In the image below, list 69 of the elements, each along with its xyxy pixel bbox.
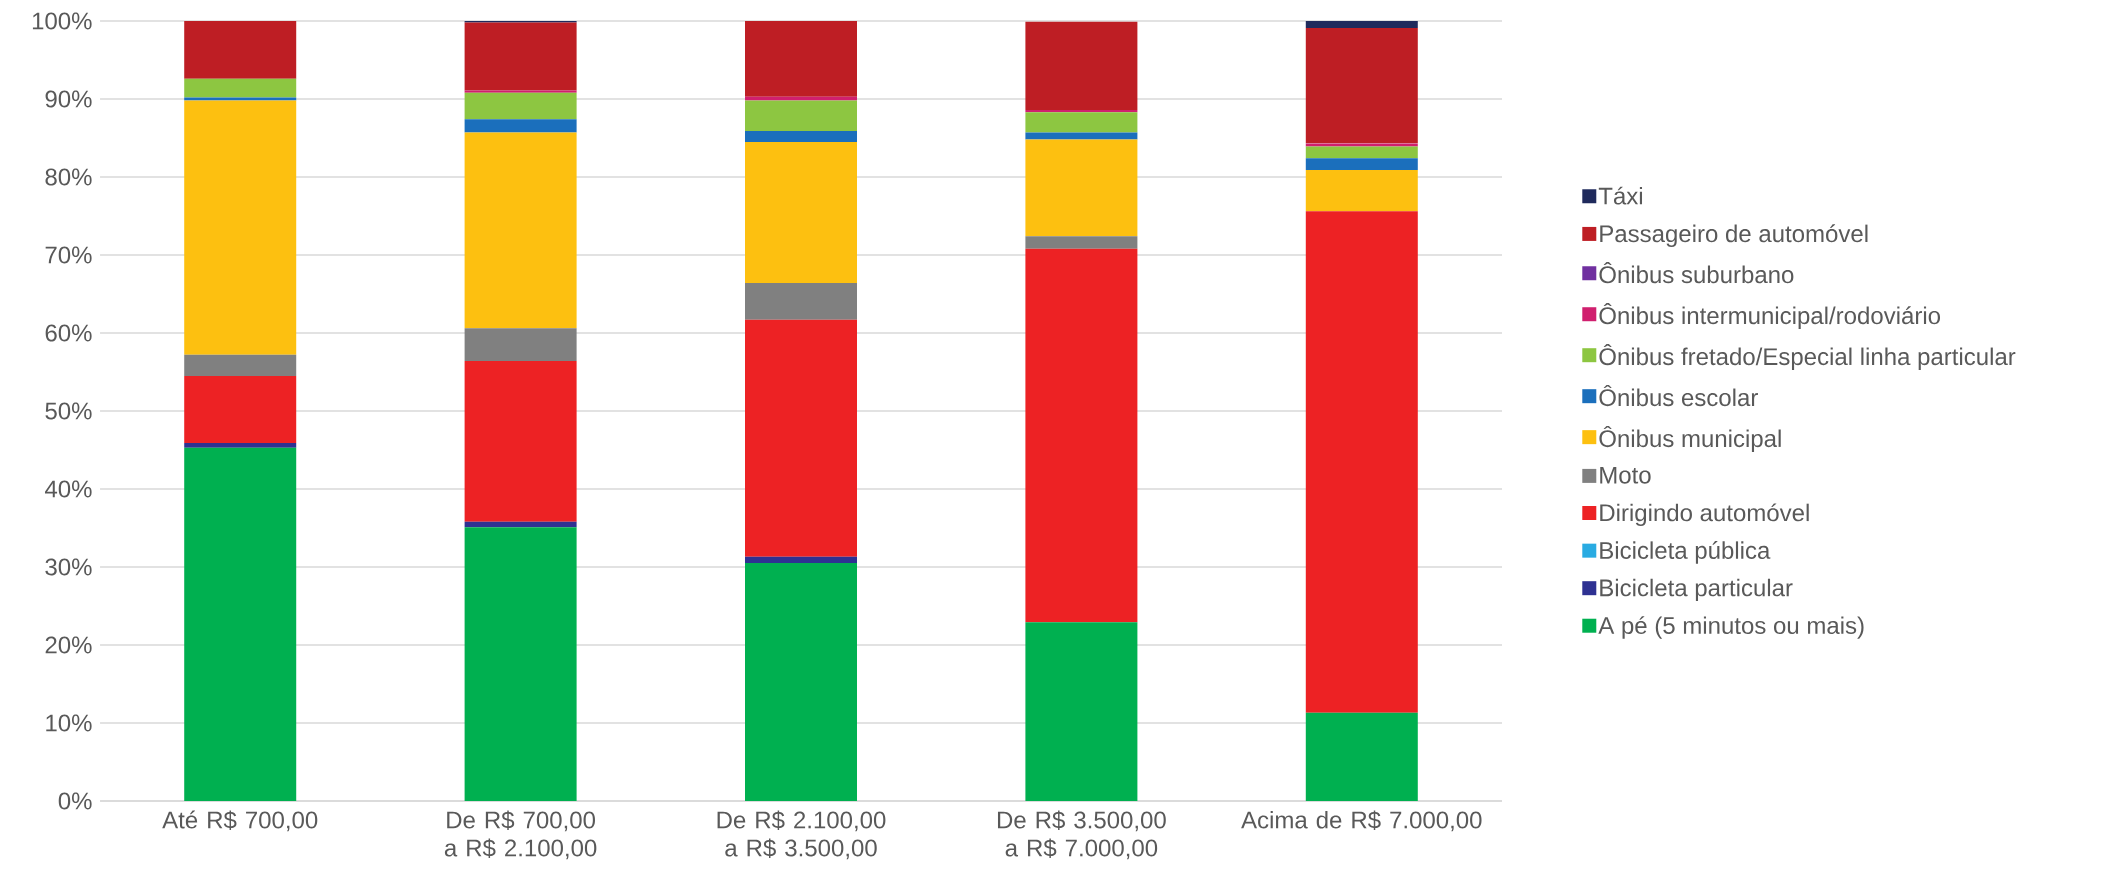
- y-tick-label: 60%: [45, 324, 92, 342]
- y-tick-label: 100%: [32, 12, 92, 30]
- legend-label: A pé (5 minutos ou mais): [1598, 616, 1864, 639]
- bar: [1025, 236, 1138, 249]
- legend-label: Ônibus fretado/Especial linha particular: [1599, 343, 2016, 370]
- y-tick-label: 0%: [58, 792, 92, 810]
- y-tick-label: 90%: [45, 90, 92, 108]
- legend-label: Ônibus municipal: [1599, 425, 1781, 452]
- bar: [1305, 28, 1418, 144]
- bar: [184, 354, 297, 376]
- y-tick-label: 30%: [45, 558, 92, 576]
- bar: [745, 141, 857, 284]
- bar: [184, 442, 297, 448]
- bar: [745, 283, 857, 320]
- bar: [464, 90, 577, 93]
- y-tick-label: 20%: [45, 636, 92, 654]
- legend-label: Ônibus intermunicipal/rodoviário: [1599, 303, 1941, 329]
- bar: [184, 78, 297, 98]
- bar: [464, 521, 577, 528]
- x-tick-label: De R$ 2.100,00 a R$ 3.500,00: [717, 810, 886, 860]
- bar: [464, 328, 577, 362]
- y-tick-label: 80%: [45, 168, 92, 186]
- y-tick-label: 70%: [45, 246, 92, 264]
- bar: [1305, 143, 1418, 147]
- bar: [184, 20, 297, 79]
- legend-label: Bicicleta particular: [1600, 578, 1793, 602]
- bar: [1025, 132, 1138, 140]
- bar: [1305, 211, 1418, 713]
- bar: [745, 96, 857, 101]
- bar: [1305, 169, 1418, 212]
- bar: [1305, 158, 1418, 170]
- bar: [464, 92, 577, 120]
- legend-label: Táxi: [1598, 186, 1643, 205]
- bar: [464, 132, 577, 329]
- bar: [464, 119, 577, 133]
- legend-label: Moto: [1600, 466, 1651, 484]
- legend-label: Ônibus escolar: [1599, 384, 1758, 407]
- bar: [1305, 20, 1418, 29]
- legend-label: Ônibus suburbano: [1599, 262, 1794, 284]
- legend-label: Dirigindo automóvel: [1600, 503, 1809, 527]
- bar: [464, 361, 577, 522]
- y-tick-label: 10%: [46, 714, 92, 732]
- x-tick-label: Acima de R$ 7.000,00: [1241, 810, 1482, 832]
- bar: [1025, 248, 1138, 623]
- x-tick-label: Até R$ 700,00: [162, 810, 318, 832]
- bar: [745, 130, 857, 142]
- bar: [1305, 712, 1418, 801]
- bar: [1305, 146, 1418, 159]
- bar: [464, 527, 577, 801]
- legend-label: Passageiro de automóvel: [1600, 224, 1868, 247]
- bar: [745, 100, 857, 131]
- x-tick-label: De R$ 3.500,00 a R$ 7.000,00: [997, 810, 1166, 860]
- bar: [184, 447, 297, 801]
- bar: [1025, 139, 1138, 237]
- y-tick-label: 40%: [44, 480, 92, 498]
- bar: [745, 563, 857, 801]
- bar: [1025, 21, 1138, 110]
- bar: [184, 375, 297, 443]
- bar: [184, 100, 297, 355]
- bar: [464, 22, 577, 91]
- bar: [745, 556, 857, 564]
- bar: [184, 97, 297, 101]
- bar: [745, 319, 857, 557]
- bar: [745, 20, 857, 97]
- legend-label: Bicicleta pública: [1600, 541, 1771, 564]
- bar: [1025, 622, 1138, 801]
- y-tick-label: 50%: [45, 402, 92, 420]
- x-tick-label: De R$ 700,00 a R$ 2.100,00: [444, 810, 597, 860]
- bar: [1025, 112, 1138, 133]
